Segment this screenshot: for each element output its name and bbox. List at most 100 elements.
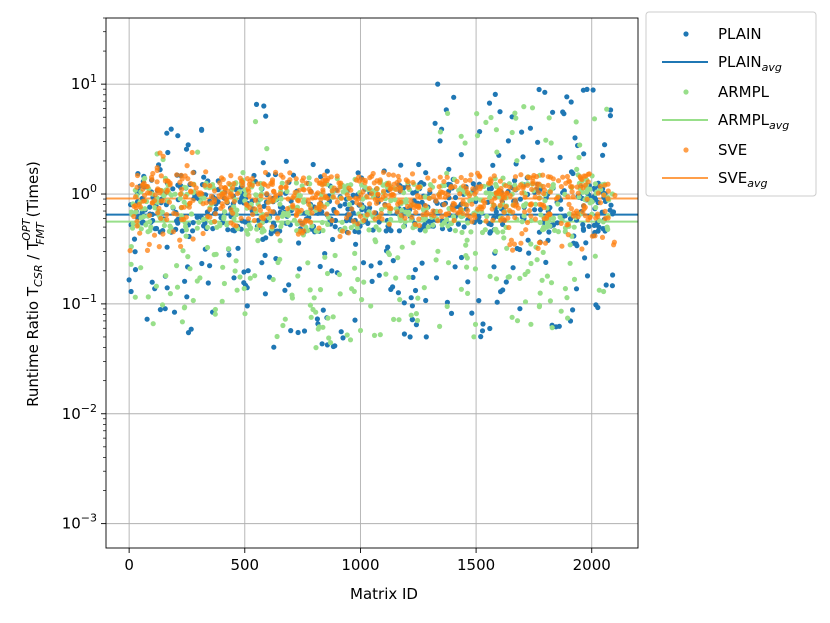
plain-point <box>610 272 616 278</box>
armpl-point <box>567 260 573 266</box>
armpl-point <box>337 291 343 297</box>
plain-point <box>537 207 544 213</box>
sve-point <box>316 206 323 213</box>
plain-point <box>185 142 191 148</box>
plain-point <box>188 326 194 332</box>
plain-point <box>480 321 486 327</box>
armpl-point <box>237 274 243 280</box>
plain-point <box>352 317 358 323</box>
armpl-point <box>201 216 207 222</box>
armpl-point <box>195 149 201 155</box>
sve-point <box>137 230 143 236</box>
armpl-point <box>512 182 518 188</box>
armpl-point <box>584 189 590 195</box>
armpl-point <box>357 327 364 334</box>
sve-point <box>451 217 457 224</box>
sve-point <box>527 175 533 181</box>
sve-point <box>595 211 601 217</box>
sve-point <box>284 179 290 185</box>
armpl-point <box>330 314 336 320</box>
armpl-point <box>548 140 554 146</box>
sve-point <box>436 192 442 198</box>
sve-point <box>249 182 255 188</box>
plain-point <box>542 89 548 95</box>
armpl-point <box>295 273 301 279</box>
sve-point <box>152 192 158 198</box>
armpl-point <box>587 200 593 206</box>
armpl-point <box>513 115 519 121</box>
sve-point <box>480 198 486 204</box>
armpl-point <box>564 295 570 301</box>
sve-point <box>483 218 489 224</box>
sve-point <box>207 214 213 220</box>
plain-point <box>296 240 302 246</box>
sve-point <box>191 182 197 188</box>
sve-point <box>293 176 299 182</box>
armpl-point <box>141 213 147 220</box>
armpl-point <box>152 205 158 211</box>
plain-point <box>582 255 588 261</box>
armpl-point <box>339 219 345 225</box>
armpl-point <box>425 224 431 230</box>
sve-point <box>300 175 307 181</box>
sve-point <box>228 173 234 179</box>
armpl-point <box>548 280 555 286</box>
armpl-point <box>141 176 147 182</box>
plain-point <box>182 278 188 284</box>
armpl-point <box>128 244 134 250</box>
sve-point <box>296 209 302 215</box>
armpl-point <box>512 110 518 116</box>
sve-point <box>338 180 344 186</box>
armpl-point <box>604 106 610 112</box>
plain-point <box>410 274 416 280</box>
sve-point <box>373 200 380 206</box>
armpl-point <box>474 133 481 139</box>
sve-point <box>321 172 327 178</box>
plain-point <box>494 299 500 305</box>
sve-point <box>265 183 271 189</box>
sve-point <box>466 192 473 198</box>
plain-point <box>532 207 538 213</box>
sve-point <box>489 198 495 205</box>
plain-point <box>170 186 176 192</box>
armpl-point <box>274 333 280 340</box>
sve-point <box>536 181 542 187</box>
sve-point <box>278 184 284 190</box>
sve-point <box>506 224 512 231</box>
sve-point <box>303 217 309 224</box>
sve-point <box>202 182 208 188</box>
sve-point <box>439 189 446 195</box>
armpl-point <box>196 219 202 225</box>
armpl-point <box>221 280 227 287</box>
armpl-point <box>538 212 544 218</box>
sve-point <box>349 206 355 212</box>
sve-point <box>566 201 572 207</box>
plain-point <box>301 328 308 334</box>
sve-point <box>420 212 426 218</box>
sve-point <box>417 184 423 190</box>
armpl-point <box>366 227 372 233</box>
plain-point <box>356 229 362 235</box>
sve-point <box>560 174 566 180</box>
sve-point <box>356 196 362 202</box>
sve-point <box>300 186 306 192</box>
armpl-point <box>493 276 500 282</box>
armpl-point <box>232 268 238 274</box>
plain-point <box>190 220 196 226</box>
armpl-point <box>403 197 409 203</box>
armpl-point <box>170 204 176 210</box>
y-tick-label: 10−2 <box>62 402 97 423</box>
plain-point <box>385 244 391 250</box>
armpl-point <box>414 317 421 324</box>
armpl-point <box>388 198 394 204</box>
sve-point <box>578 183 584 189</box>
sve-point <box>318 196 324 202</box>
armpl-point <box>509 129 515 136</box>
sve-point <box>398 199 404 205</box>
sve-point <box>199 191 205 197</box>
plain-point <box>500 287 506 293</box>
plain-point <box>580 87 587 93</box>
sve-point <box>156 244 162 250</box>
sve-point <box>391 192 397 198</box>
sve-point <box>160 153 166 159</box>
